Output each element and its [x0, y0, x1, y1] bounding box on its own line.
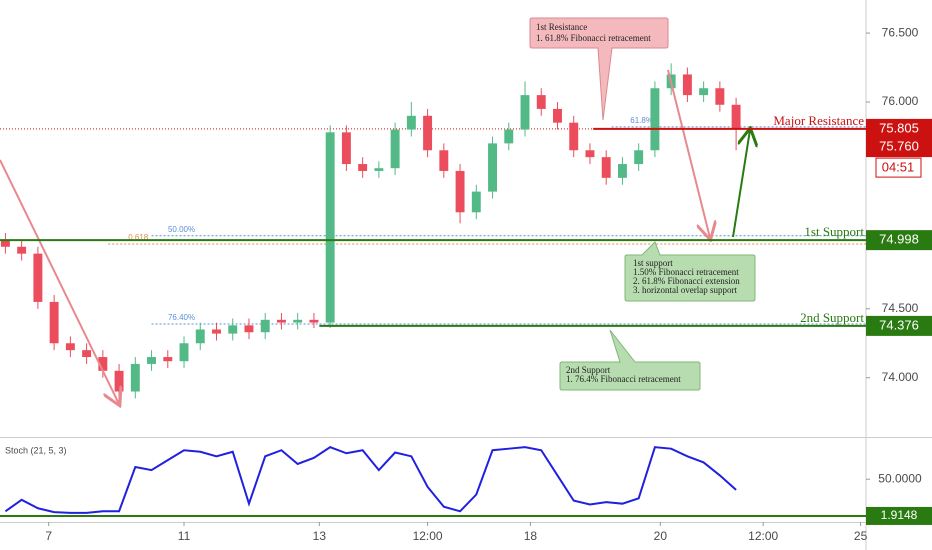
candle-body — [114, 370, 124, 392]
arrow — [0, 159, 119, 404]
annotation-box — [624, 241, 756, 302]
candle-body — [33, 253, 43, 302]
y-tick-label: 76.000 — [882, 94, 919, 108]
candle-body — [715, 88, 725, 105]
candle-body — [634, 150, 644, 165]
candle-body — [569, 122, 579, 151]
candle-body — [309, 319, 319, 323]
candle-body — [0, 239, 10, 247]
y-tick-label: 74.000 — [882, 370, 919, 384]
candle-body — [423, 115, 433, 151]
countdown-tag — [875, 157, 922, 178]
candle-body — [585, 150, 595, 158]
candle-body — [147, 357, 157, 364]
annotation-text: 1.50% Fibonacci retracement — [633, 267, 739, 277]
annotation-text: 1. 76.4% Fibonacci retracement — [566, 374, 681, 384]
candle-body — [293, 319, 303, 323]
x-tick-label: 20 — [654, 529, 668, 543]
stoch-line — [4, 446, 737, 514]
x-tick-label: 25 — [854, 529, 868, 543]
candle-body — [244, 325, 254, 333]
candle-body — [731, 104, 741, 129]
candle-body — [601, 157, 611, 178]
candle-body — [98, 357, 108, 371]
overlay: 1.9148 Major Resistance 75.805 1st Support 7… — [0, 113, 932, 525]
price-tag-label: 74.998 — [879, 232, 919, 247]
x-tick-label: 12:00 — [413, 529, 443, 543]
candle-body — [163, 357, 173, 362]
candle-body — [374, 168, 384, 171]
candle-body — [488, 143, 498, 192]
candle-body — [390, 129, 400, 169]
price-tag-label: 75.805 — [879, 120, 919, 135]
candle-body — [195, 329, 205, 344]
annotation-text: 3. horizontal overlap support — [633, 285, 737, 295]
indicator-title: Stoch (21, 5, 3) — [5, 445, 67, 455]
candle-body — [520, 95, 530, 130]
y-tick-label: 50.0000 — [878, 471, 922, 485]
price-tag — [866, 506, 932, 525]
level-label: Major Resistance — [773, 113, 864, 128]
candle-body — [325, 132, 335, 323]
x-tick-label: 11 — [178, 529, 191, 543]
candle-body — [455, 170, 465, 213]
x-tick-label: 13 — [313, 529, 327, 543]
price-tag — [866, 315, 932, 336]
fib-label: 0.618 — [128, 233, 149, 242]
annotation-text: 1st support — [633, 258, 673, 268]
price-tag — [866, 230, 932, 251]
candle-body — [212, 329, 221, 334]
x-tick-label: 18 — [524, 529, 538, 543]
annotation-text: 1st Resistance — [536, 22, 587, 32]
annotation-box — [529, 17, 669, 121]
candle-body — [536, 95, 546, 109]
candle-body — [682, 74, 692, 96]
candle-body — [82, 350, 92, 358]
arrow — [667, 69, 710, 238]
annotation-text: 1. 61.8% Fibonacci retracement — [536, 33, 651, 43]
x-tick-label: 12:00 — [748, 529, 778, 543]
candle-body — [130, 363, 140, 392]
level-label: 2nd Support — [800, 310, 864, 325]
candle-body — [553, 108, 562, 123]
candle-body — [65, 343, 75, 351]
candle-body — [617, 164, 627, 178]
x-tick-label: 7 — [45, 529, 52, 543]
candle-body — [358, 164, 368, 171]
annotation-box — [559, 329, 701, 391]
price-tag-label: 74.376 — [879, 317, 919, 332]
annotation-text: 2nd Support — [566, 365, 611, 375]
y-tick-label: 76.500 — [882, 25, 919, 39]
price-tag-label: 1.9148 — [881, 508, 918, 522]
candle-body — [406, 115, 416, 130]
annotation-text: 2. 61.8% Fibonacci extension — [633, 276, 740, 286]
price-tag — [866, 118, 932, 139]
candle-body — [260, 319, 270, 333]
candle-body — [276, 319, 286, 323]
price-tag-label: 75.760 — [879, 139, 919, 154]
level-label: 1st Support — [804, 224, 864, 239]
candle-body — [699, 88, 709, 96]
candle-body — [504, 129, 514, 144]
candle-body — [228, 325, 238, 334]
fib-label: 50.00% — [168, 225, 195, 234]
price-tag — [866, 137, 932, 158]
countdown-label: 04:51 — [882, 160, 915, 175]
candle-body — [439, 150, 449, 171]
candle-body — [471, 191, 481, 213]
candle-body — [49, 301, 59, 344]
candle-body — [341, 132, 351, 165]
candle-body — [650, 88, 660, 151]
candle-body — [17, 246, 27, 254]
y-tick-label: 74.500 — [882, 301, 919, 315]
marks: 76.500 76.000 74.500 74.000 50.0000 7 11 13 12:0… — [0, 25, 922, 543]
fib-label: 61.8% — [630, 116, 653, 125]
arrow — [732, 130, 750, 238]
candle-body — [179, 343, 189, 362]
fib-label: 76.40% — [168, 313, 195, 322]
